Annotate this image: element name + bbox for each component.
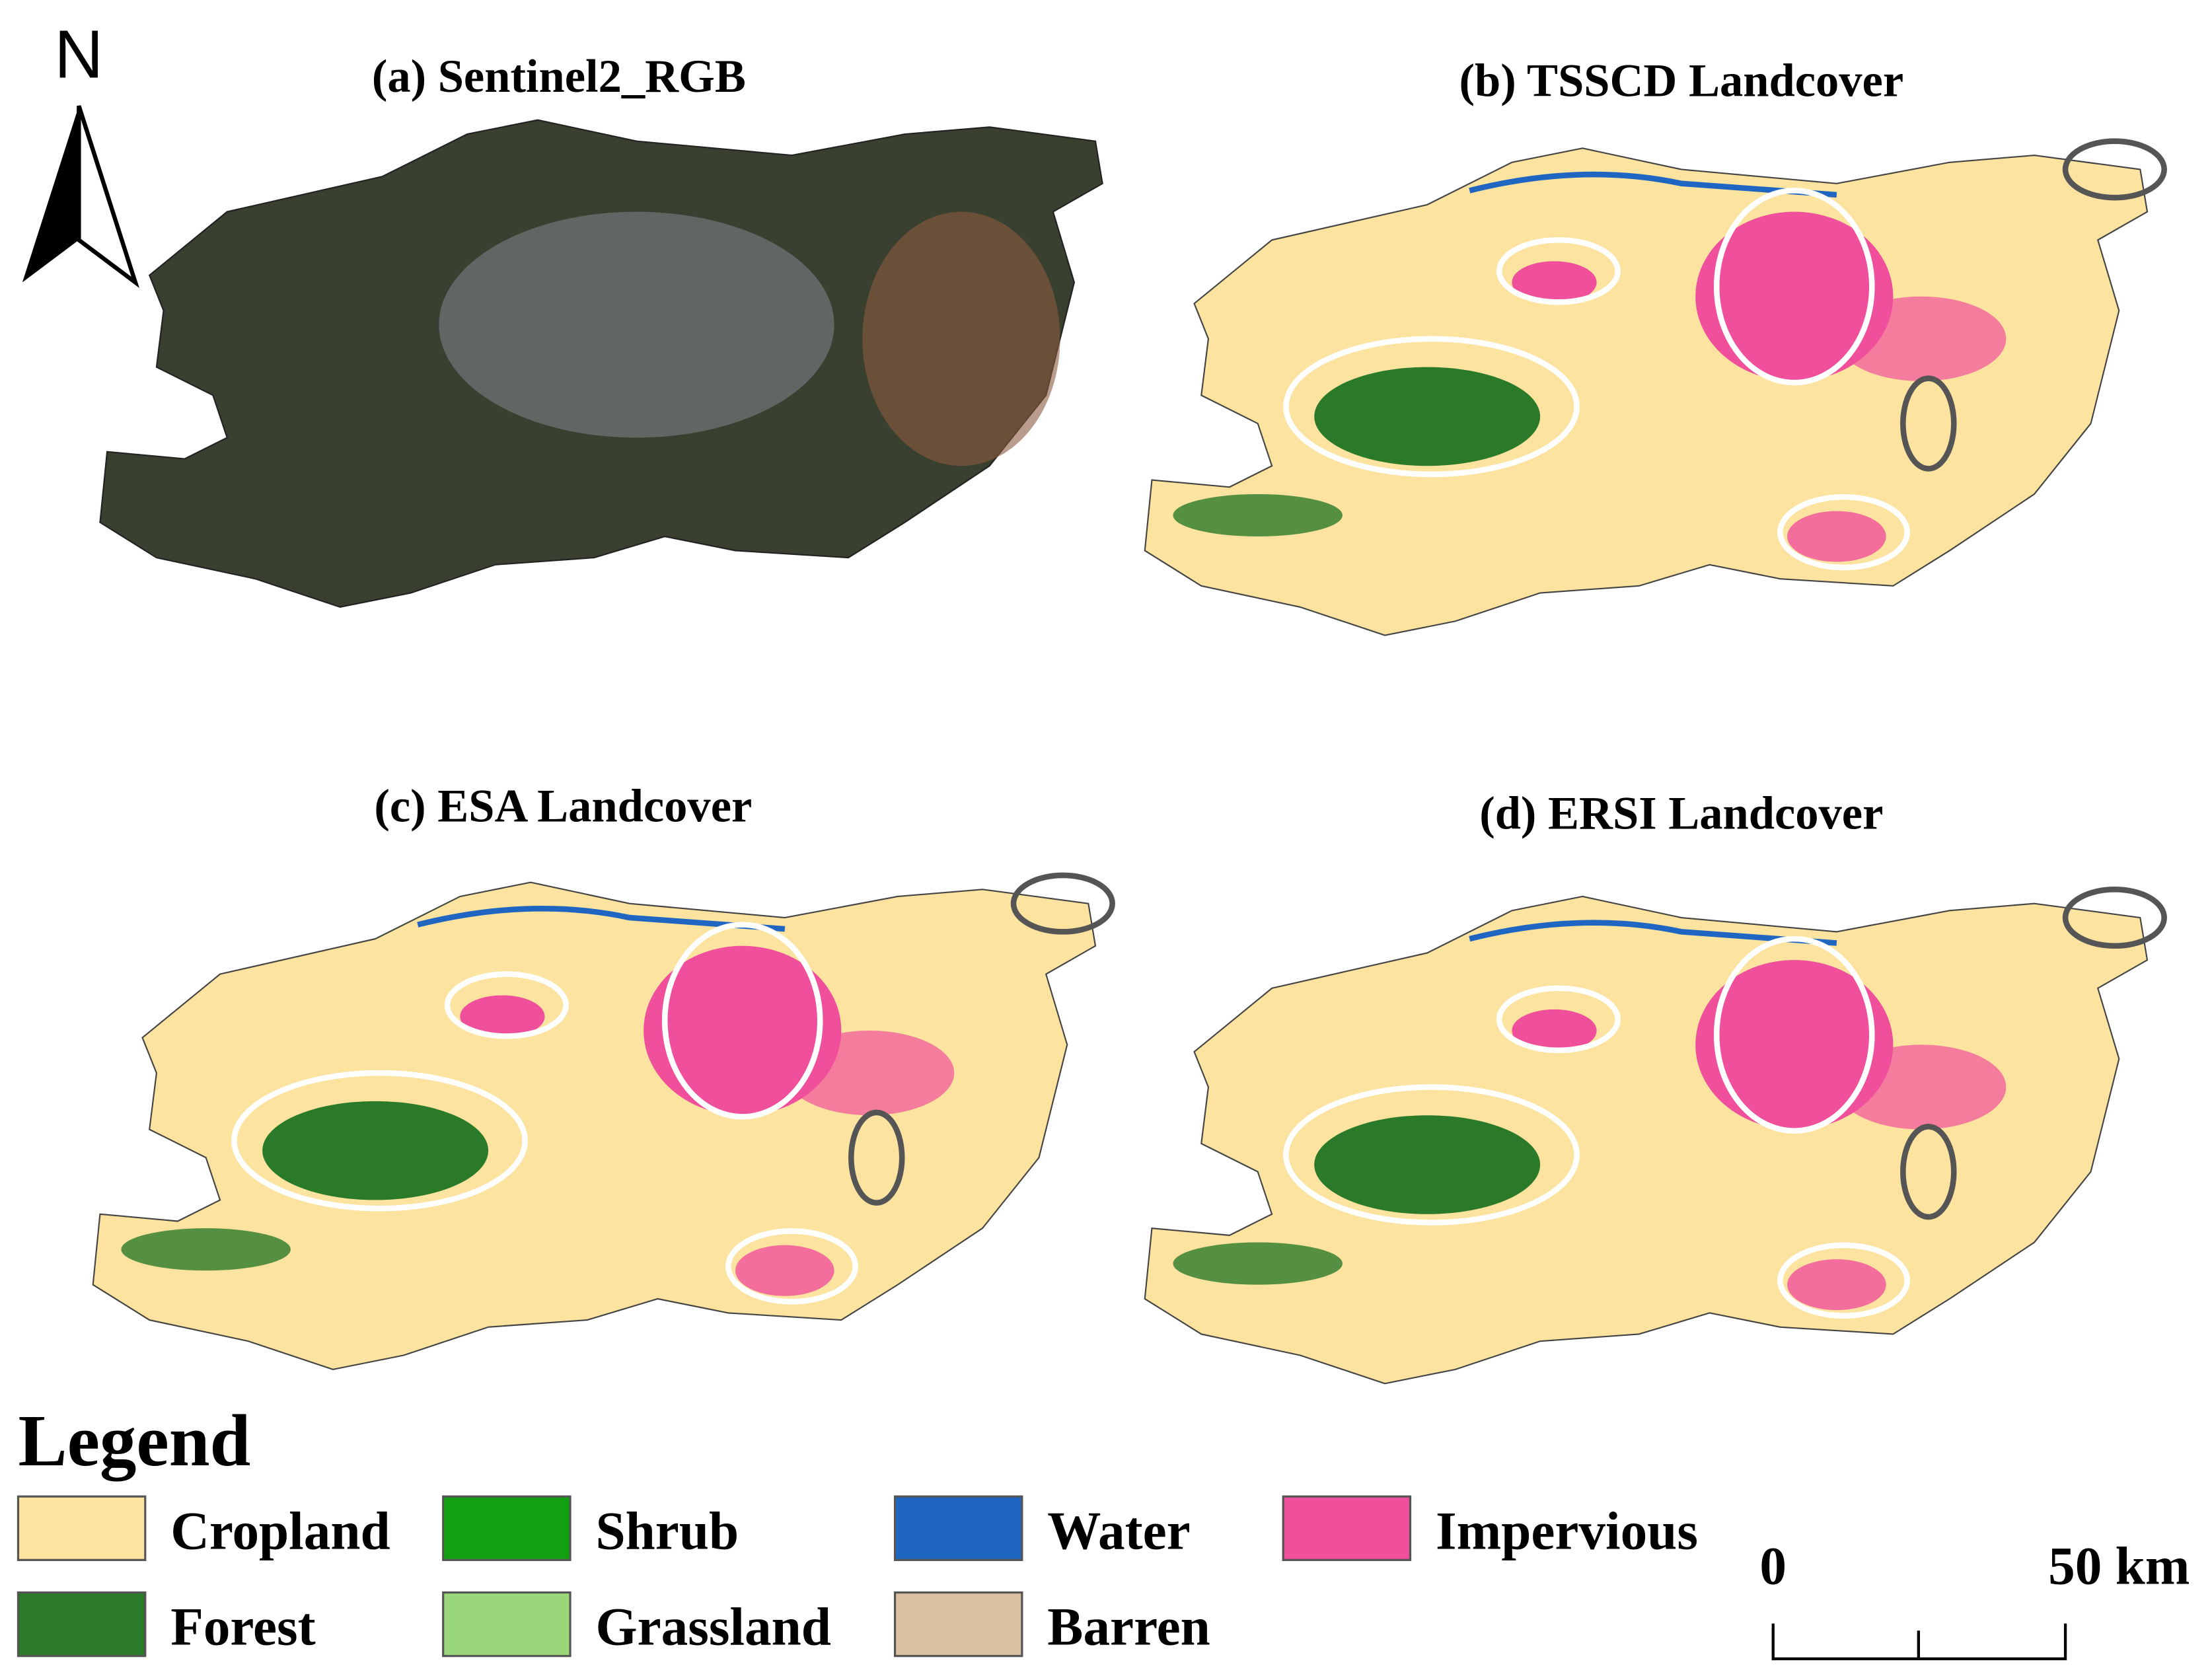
legend-swatch — [442, 1495, 571, 1561]
scale-label: 0 — [1759, 1537, 1787, 1596]
north-arrow: N — [22, 17, 139, 288]
panel-title: (a) Sentinel2_RGB — [372, 51, 746, 102]
panel-d: (d) ERSI Landcover — [1145, 787, 2164, 1383]
legend-swatch — [893, 1495, 1023, 1561]
north-label: N — [54, 17, 103, 92]
scale-label: 50 km — [2048, 1537, 2190, 1596]
legend-label: Grassland — [595, 1597, 830, 1657]
legend: Cropland Shrub Water Impervious Forest Grassl… — [17, 1495, 1698, 1658]
scale-bar: 0 50 km — [1759, 1537, 2190, 1661]
legend-swatch — [1282, 1495, 1412, 1561]
legend-swatch — [893, 1591, 1023, 1658]
legend-title: Legend — [18, 1401, 250, 1482]
map — [1145, 889, 2164, 1383]
legend-label: Water — [1047, 1501, 1190, 1560]
map — [93, 875, 1113, 1370]
panel-title: (c) ESA Landcover — [374, 781, 752, 832]
map-texture — [862, 211, 1060, 466]
map — [1145, 141, 2164, 636]
panel-title: (d) ERSI Landcover — [1479, 787, 1883, 839]
panel-a: (a) Sentinel2_RGB — [99, 51, 1103, 608]
legend-swatch — [17, 1591, 147, 1658]
panel-b: (b) TSSCD Landcover — [1145, 55, 2164, 635]
legend-swatch — [442, 1591, 571, 1658]
legend-swatch — [17, 1495, 147, 1561]
panel-c: (c) ESA Landcover — [93, 781, 1113, 1370]
legend-label: Impervious — [1436, 1501, 1698, 1560]
legend-label: Forest — [170, 1597, 315, 1657]
map-texture — [439, 211, 834, 438]
panel-title: (b) TSSCD Landcover — [1459, 55, 1904, 106]
legend-label: Shrub — [595, 1501, 739, 1560]
legend-label: Barren — [1047, 1597, 1210, 1657]
legend-label: Cropland — [170, 1501, 390, 1560]
